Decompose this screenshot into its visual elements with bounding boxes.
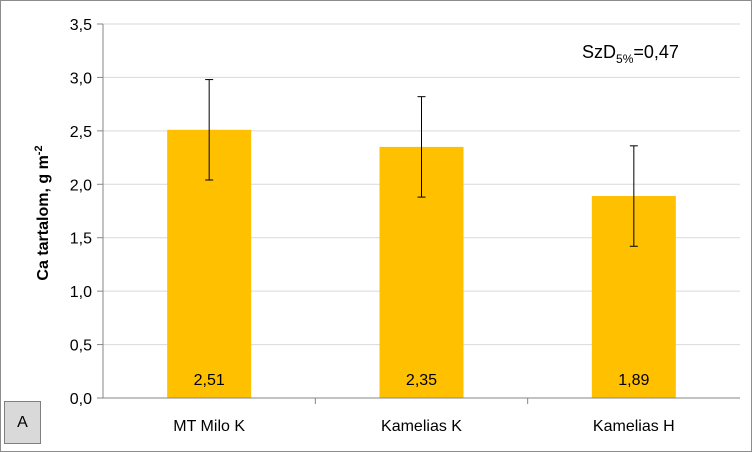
axes [97,23,740,404]
y-tick-label: 0,0 [70,391,92,408]
bar-data-label: 2,51 [194,372,225,389]
category-label: Kamelias H [593,418,675,435]
lsd-annotation-subscript: 5% [616,52,634,66]
y-axis-title-main: Ca tartalom, g m [35,155,52,280]
y-axis-title: Ca tartalom, g m-2 [33,145,52,280]
y-tick-labels: 0,0 0,5 1,0 1,5 2,0 2,5 3,0 3,5 [70,17,92,408]
lsd-annotation-prefix: SzD [582,42,616,62]
y-tick-label: 3,0 [70,70,92,87]
y-tick-label: 1,0 [70,284,92,301]
category-label: MT Milo K [173,418,245,435]
y-tick-label: 3,5 [70,17,92,34]
lsd-annotation: SzD5%=0,47 [582,42,679,66]
y-tick-label: 0,5 [70,338,92,355]
panel-label-badge: A [4,401,41,444]
bar-data-label: 1,89 [618,372,649,389]
y-axis-title-superscript: -2 [33,145,45,155]
error-bars [205,79,638,247]
category-label: Kamelias K [381,418,462,435]
bar-data-label: 2,35 [406,372,437,389]
y-tick-label: 2,5 [70,124,92,141]
category-labels: MT Milo K Kamelias K Kamelias H [173,418,674,435]
data-labels: 2,51 2,35 1,89 [194,372,650,389]
y-tick-label: 1,5 [70,231,92,248]
lsd-annotation-value: =0,47 [633,42,679,62]
y-tick-label: 2,0 [70,177,92,194]
